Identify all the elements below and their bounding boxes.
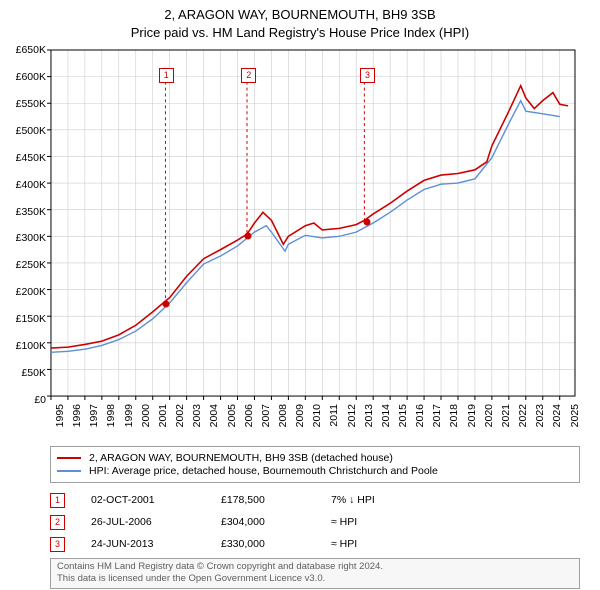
y-axis-label: £400K [16,179,46,191]
sale-dot-1 [162,300,169,307]
y-axis-label: £200K [16,286,46,298]
plot-svg [46,50,576,400]
sale-price: £178,500 [221,494,331,506]
x-axis-label: 2021 [500,404,512,427]
x-axis-label: 2008 [277,404,289,427]
legend-label: HPI: Average price, detached house, Bour… [89,465,438,477]
y-axis-label: £450K [16,152,46,164]
footer-line1: Contains HM Land Registry data © Crown c… [57,561,573,573]
y-axis-label: £150K [16,313,46,325]
x-axis-label: 1999 [123,404,135,427]
legend: 2, ARAGON WAY, BOURNEMOUTH, BH9 3SB (det… [50,446,580,483]
y-axis-label: £350K [16,206,46,218]
x-axis-label: 2024 [551,404,563,427]
x-axis-label: 2000 [140,404,152,427]
x-axis-label: 2010 [311,404,323,427]
x-axis-label: 1998 [105,404,117,427]
sale-comparison: 7% ↓ HPI [331,494,580,506]
sale-marker-2: 2 [241,68,256,83]
x-axis-label: 2002 [174,404,186,427]
footer: Contains HM Land Registry data © Crown c… [50,558,580,589]
y-axis-label: £0 [34,394,46,406]
x-axis-label: 2014 [380,404,392,427]
x-axis-label: 2022 [517,404,529,427]
y-axis-label: £550K [16,98,46,110]
y-axis-label: £600K [16,71,46,83]
y-axis-label: £500K [16,125,46,137]
chart-area: £0£50K£100K£150K£200K£250K£300K£350K£400… [50,50,580,400]
x-axis-label: 2023 [534,404,546,427]
y-axis-label: £250K [16,259,46,271]
chart-title: 2, ARAGON WAY, BOURNEMOUTH, BH9 3SB Pric… [0,0,600,42]
title-line1: 2, ARAGON WAY, BOURNEMOUTH, BH9 3SB [0,6,600,24]
x-axis-label: 1997 [88,404,100,427]
y-axis-label: £100K [16,340,46,352]
legend-swatch [57,457,81,459]
y-axis-label: £50K [21,367,46,379]
legend-label: 2, ARAGON WAY, BOURNEMOUTH, BH9 3SB (det… [89,452,393,464]
x-axis-label: 2006 [243,404,255,427]
x-axis-label: 2020 [483,404,495,427]
sale-row: 1 02-OCT-2001£178,5007% ↓ HPI [50,489,580,511]
sale-marker-1: 1 [159,68,174,83]
x-axis-label: 2025 [569,404,581,427]
y-axis-label: £650K [16,44,46,56]
legend-item: 2, ARAGON WAY, BOURNEMOUTH, BH9 3SB (det… [57,452,573,464]
sale-date: 24-JUN-2013 [91,538,221,550]
sale-date: 26-JUL-2006 [91,516,221,528]
x-axis-label: 1995 [54,404,66,427]
sale-row-marker: 1 [50,493,65,508]
sale-marker-3: 3 [360,68,375,83]
x-axis-label: 2015 [397,404,409,427]
y-axis-label: £300K [16,232,46,244]
sale-table: 1 02-OCT-2001£178,5007% ↓ HPI 2 26-JUL-2006… [50,489,580,555]
x-axis-label: 2016 [414,404,426,427]
x-axis-label: 2017 [431,404,443,427]
sale-row-marker: 3 [50,537,65,552]
chart-container: 2, ARAGON WAY, BOURNEMOUTH, BH9 3SB Pric… [0,0,600,590]
footer-line2: This data is licensed under the Open Gov… [57,573,573,585]
x-axis-label: 2003 [191,404,203,427]
sale-row-marker: 2 [50,515,65,530]
sale-comparison: ≈ HPI [331,516,580,528]
sale-comparison: ≈ HPI [331,538,580,550]
x-axis-label: 1996 [71,404,83,427]
sale-dot-3 [363,219,370,226]
sale-date: 02-OCT-2001 [91,494,221,506]
sale-dot-2 [245,233,252,240]
sale-row: 3 24-JUN-2013£330,000≈ HPI [50,533,580,555]
x-axis-label: 2005 [226,404,238,427]
title-line2: Price paid vs. HM Land Registry's House … [0,24,600,42]
x-axis-label: 2004 [208,404,220,427]
x-axis-label: 2018 [448,404,460,427]
sale-row: 2 26-JUL-2006£304,000≈ HPI [50,511,580,533]
x-axis-label: 2012 [346,404,358,427]
sale-price: £330,000 [221,538,331,550]
x-axis-label: 2011 [328,404,340,427]
legend-item: HPI: Average price, detached house, Bour… [57,465,573,477]
x-axis-label: 2013 [363,404,375,427]
x-axis-label: 2001 [157,404,169,427]
sale-price: £304,000 [221,516,331,528]
legend-swatch [57,470,81,472]
x-axis-label: 2007 [260,404,272,427]
x-axis-label: 2009 [294,404,306,427]
x-axis-label: 2019 [466,404,478,427]
